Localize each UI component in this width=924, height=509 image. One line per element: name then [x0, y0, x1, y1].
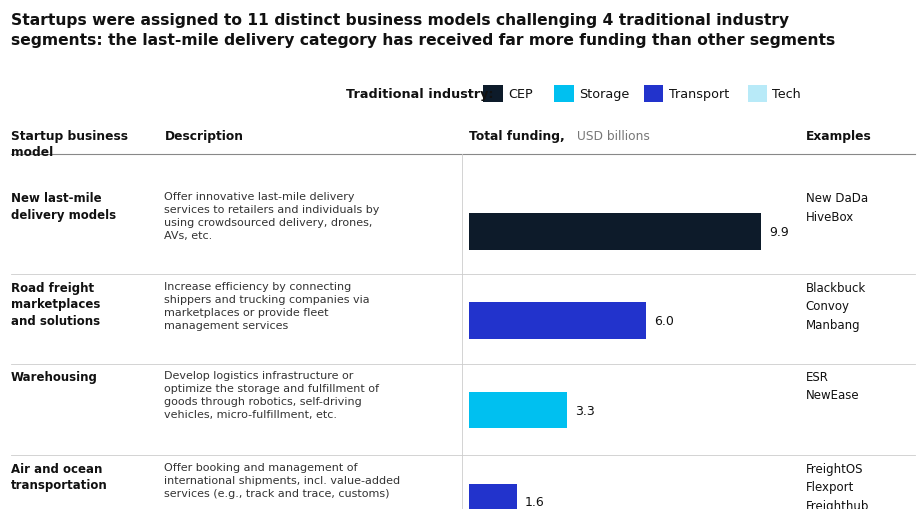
Bar: [469, 214, 761, 250]
Text: CEP: CEP: [508, 88, 533, 101]
Text: 9.9: 9.9: [770, 225, 789, 239]
Text: New DaDa
HiveBox: New DaDa HiveBox: [806, 192, 868, 223]
Text: Increase efficiency by connecting
shippers and trucking companies via
marketplac: Increase efficiency by connecting shippe…: [164, 281, 371, 330]
Text: Storage: Storage: [579, 88, 629, 101]
Bar: [469, 303, 646, 340]
Text: Transport: Transport: [669, 88, 729, 101]
Text: Develop logistics infrastructure or
optimize the storage and fulfillment of
good: Develop logistics infrastructure or opti…: [164, 370, 380, 419]
Text: Blackbuck
Convoy
Manbang: Blackbuck Convoy Manbang: [806, 281, 866, 331]
Text: FreightOS
Flexport
Freighthub: FreightOS Flexport Freighthub: [806, 462, 869, 509]
Text: Air and ocean
transportation: Air and ocean transportation: [11, 462, 108, 491]
Text: 1.6: 1.6: [525, 495, 544, 508]
Text: 3.3: 3.3: [575, 404, 595, 417]
Text: 6.0: 6.0: [654, 315, 675, 328]
Bar: [644, 86, 663, 103]
Text: Examples: Examples: [806, 130, 871, 143]
Text: Offer innovative last-mile delivery
services to retailers and individuals by
usi: Offer innovative last-mile delivery serv…: [164, 192, 380, 241]
Bar: [469, 484, 517, 509]
Text: Startup business
model: Startup business model: [11, 130, 128, 159]
Text: Offer booking and management of
international shipments, incl. value-added
servi: Offer booking and management of internat…: [164, 462, 401, 498]
Text: Warehousing: Warehousing: [11, 370, 98, 383]
Text: Startups were assigned to 11 distinct business models challenging 4 traditional : Startups were assigned to 11 distinct bu…: [11, 13, 835, 48]
Text: USD billions: USD billions: [573, 130, 650, 143]
Text: Description: Description: [164, 130, 243, 143]
Bar: [469, 392, 566, 429]
Bar: [554, 86, 574, 103]
Text: Tech: Tech: [772, 88, 801, 101]
Text: Road freight
marketplaces
and solutions: Road freight marketplaces and solutions: [11, 281, 101, 327]
Bar: [748, 86, 767, 103]
Bar: [483, 86, 503, 103]
Text: Total funding,: Total funding,: [469, 130, 565, 143]
Text: ESR
NewEase: ESR NewEase: [806, 370, 859, 402]
Text: Traditional industry:: Traditional industry:: [346, 88, 494, 101]
Text: New last-mile
delivery models: New last-mile delivery models: [11, 192, 116, 221]
